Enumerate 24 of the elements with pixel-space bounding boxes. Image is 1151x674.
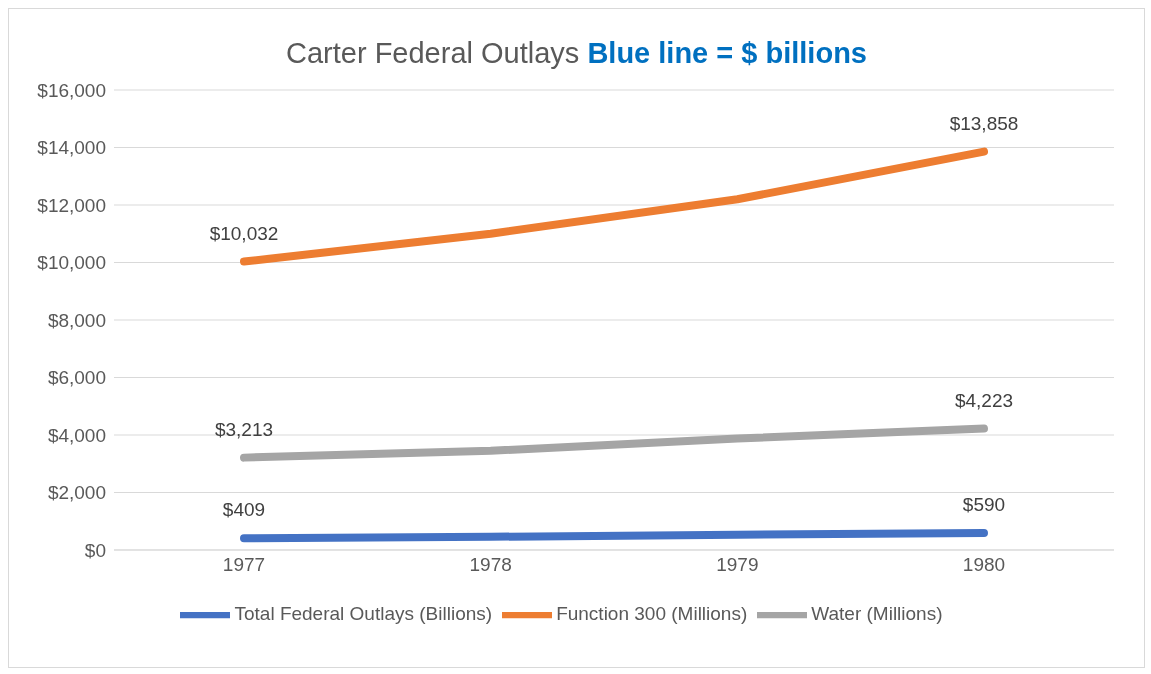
x-tick-label: 1977 <box>222 554 266 576</box>
x-tick-label: 1978 <box>469 554 512 576</box>
y-tick-label: $6,000 <box>47 367 106 389</box>
y-tick-label: $16,000 <box>37 79 106 101</box>
data-label: $409 <box>222 499 266 521</box>
legend-label: Water (Millions) <box>811 603 943 625</box>
y-tick-label: $8,000 <box>47 309 106 331</box>
y-tick-label: $12,000 <box>37 194 106 216</box>
y-tick-label: $4,000 <box>47 424 106 446</box>
data-label: $4,223 <box>954 389 1014 411</box>
data-label: $3,213 <box>214 418 274 440</box>
legend-label: Total Federal Outlays (Billions) <box>234 603 493 625</box>
x-tick-label: 1979 <box>716 554 759 576</box>
y-tick-label: $2,000 <box>47 482 106 504</box>
legend-label: Function 300 (Millions) <box>556 603 748 625</box>
y-tick-label: $14,000 <box>37 137 106 159</box>
y-tick-label: $10,000 <box>37 252 106 274</box>
data-label: $590 <box>962 494 1006 516</box>
chart-title: Carter Federal Outlays <box>286 37 580 69</box>
data-label: $13,858 <box>949 112 1019 134</box>
chart-subtitle: Blue line = $ billions <box>587 37 867 69</box>
data-label: $10,032 <box>209 222 279 244</box>
y-tick-label: $0 <box>84 539 106 561</box>
x-tick-label: 1980 <box>962 554 1006 576</box>
